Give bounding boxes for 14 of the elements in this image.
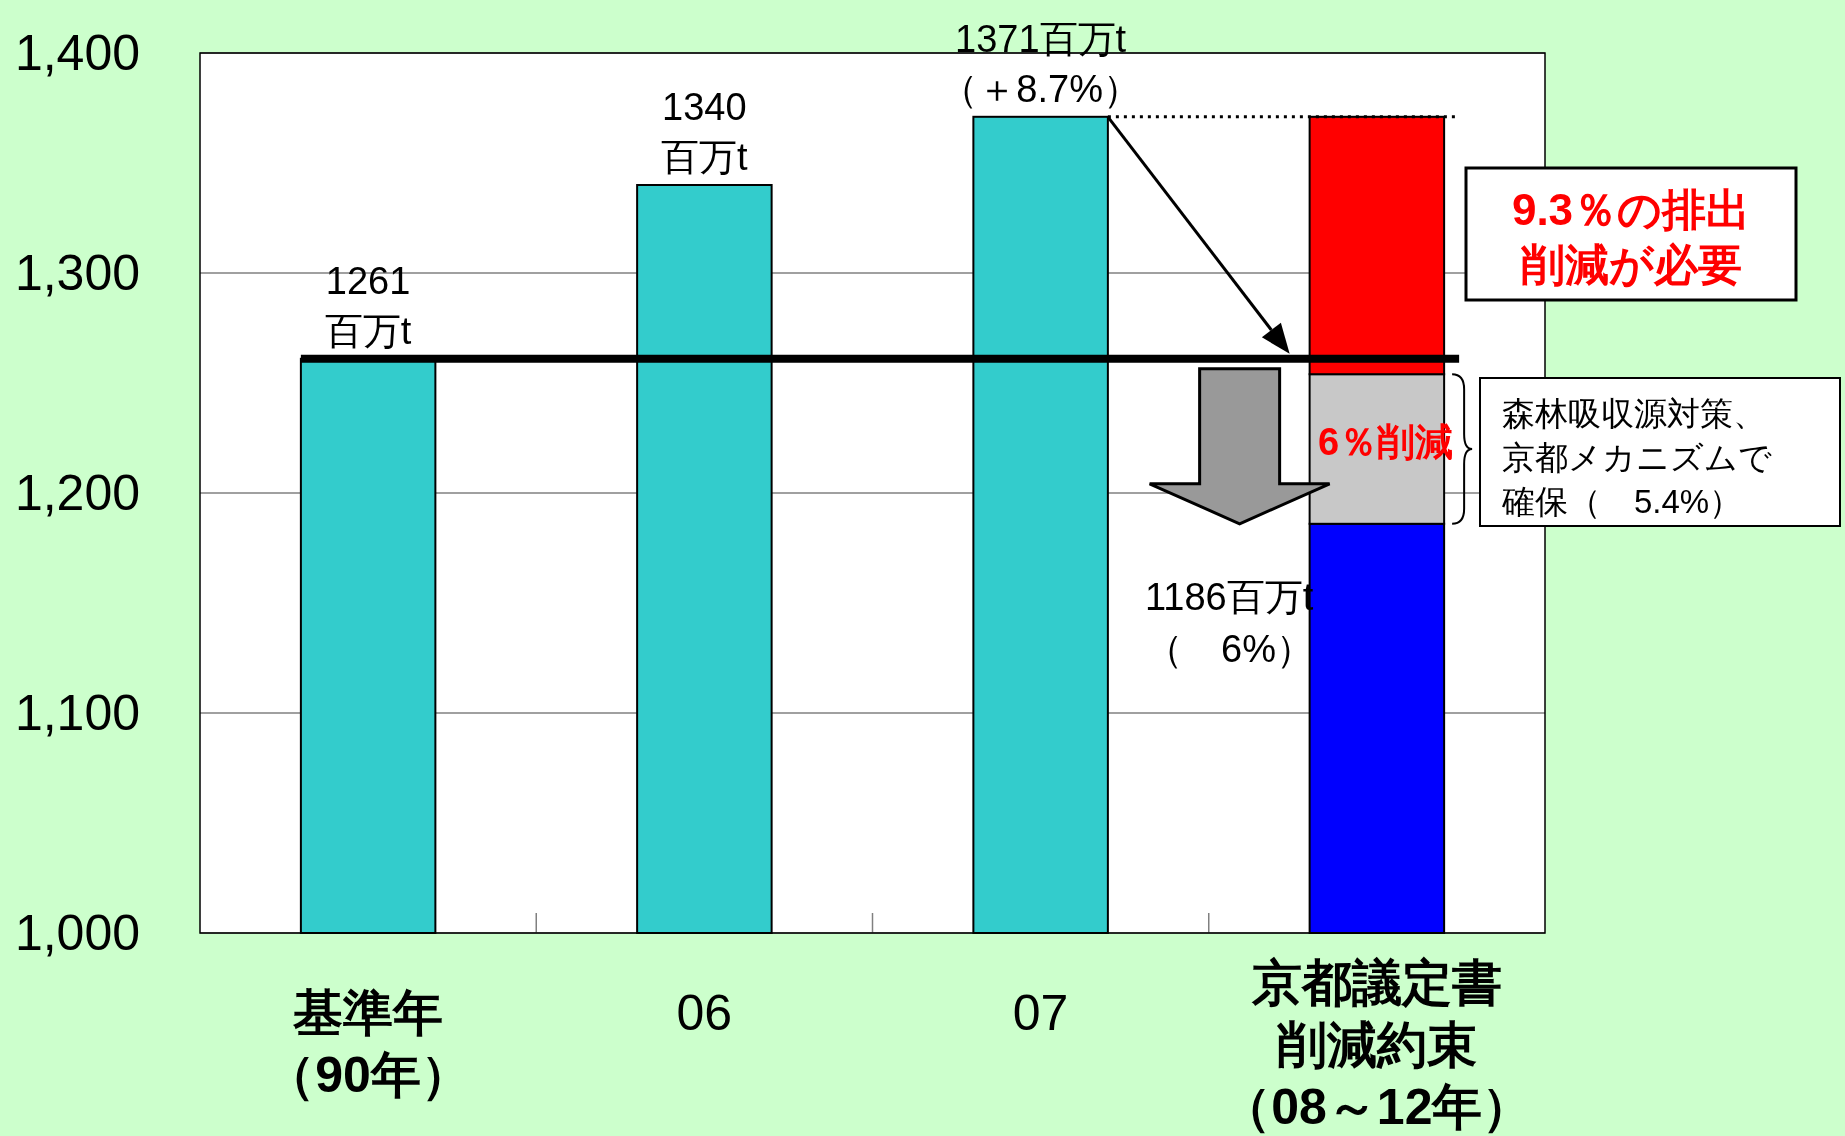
y-tick-label: 1,400 (14, 25, 140, 81)
x-tick-label: 07 (1012, 985, 1069, 1041)
x-tick-label: 06 (676, 985, 733, 1041)
y-tick-label: 1,100 (14, 685, 140, 741)
x-tick-label: 京都議定書削減約束（08～12年） (1221, 955, 1533, 1135)
data-label: 1340 百万t (661, 86, 749, 178)
y-tick-label: 1,300 (14, 245, 140, 301)
annotation: 9.3％の排出削減が必要 (1511, 185, 1751, 289)
data-label: 1261 百万t (324, 259, 412, 352)
x-tick-label: 基準年（90年） (265, 985, 471, 1103)
data-label: 1371百万t （＋8.7%） (940, 17, 1141, 110)
y-tick-label: 1,200 (14, 465, 140, 521)
y-tick-label: 1,000 (14, 905, 140, 961)
annotation: 森林吸収源対策、京都メカニズムで確保（ 5.4%） (1501, 395, 1772, 520)
